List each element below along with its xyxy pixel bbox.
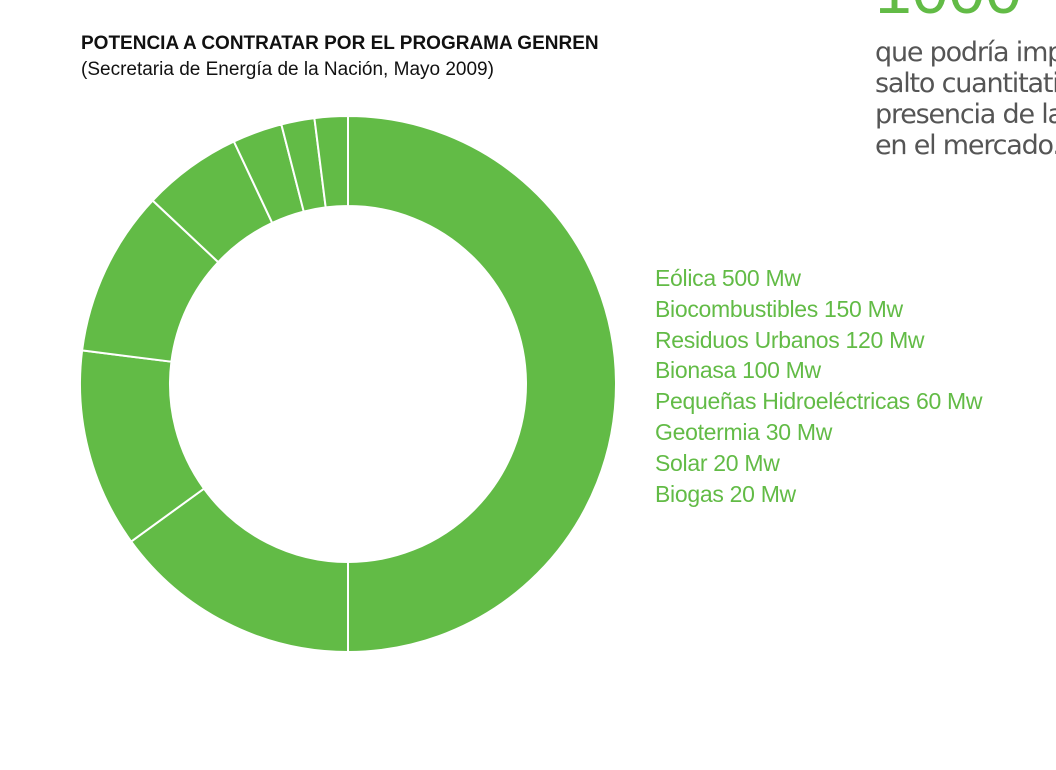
side-text: que podría impl salto cuantitati presenc… [875,37,1056,161]
legend-item-residuos-urbanos: Residuos Urbanos 120 Mw [655,326,925,353]
chart-subtitle: (Secretaria de Energía de la Nación, May… [81,59,494,80]
legend-item-eolica: Eólica 500 Mw [655,265,801,291]
legend-item-biogas: Biogas 20 Mw [655,480,796,507]
side-text-line: que podría impl [875,37,1056,68]
legend-item-solar: Solar 20 Mw [655,449,780,476]
chart-legend: Eólica 500 Mw Biocombustibles 150 Mw Res… [655,263,983,509]
donut-chart [79,114,617,654]
legend-item-biocombustibles: Biocombustibles 150 Mw [655,295,903,322]
side-text-line: salto cuantitati [875,68,1056,99]
donut-slice-biogas [313,114,349,209]
side-text-line: en el mercado. [875,130,1056,161]
legend-item-pequenas-hidroelectricas: Pequeñas Hidroeléctricas 60 Mw [655,388,983,415]
big-number: 1000 [875,0,1022,28]
side-text-line: presencia de las [875,99,1056,130]
legend-item-bionasa: Bionasa 100 Mw [655,357,821,384]
chart-title: POTENCIA A CONTRATAR POR EL PROGRAMA GEN… [81,33,599,54]
legend-item-geotermia: Geotermia 30 Mw [655,418,833,445]
donut-slice-e-lica [347,114,617,654]
